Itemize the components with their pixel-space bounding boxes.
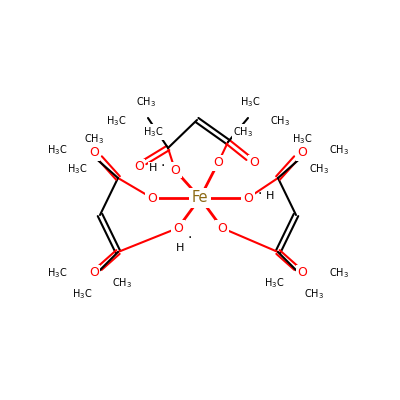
- Text: CH$_3$: CH$_3$: [84, 132, 104, 146]
- Text: O: O: [243, 192, 253, 204]
- Text: CH$_3$: CH$_3$: [233, 125, 253, 139]
- Text: CH$_3$: CH$_3$: [112, 276, 132, 290]
- Text: H$_3$C: H$_3$C: [67, 162, 87, 176]
- Text: H$_3$C: H$_3$C: [47, 143, 67, 157]
- Text: Fe: Fe: [192, 190, 208, 206]
- Text: O: O: [89, 266, 99, 280]
- Text: CH$_3$: CH$_3$: [309, 162, 329, 176]
- Text: O: O: [297, 146, 307, 160]
- Text: H: H: [266, 191, 274, 201]
- Text: CH$_3$: CH$_3$: [270, 114, 290, 128]
- Text: ·: ·: [188, 231, 192, 245]
- Text: H$_3$C: H$_3$C: [143, 125, 163, 139]
- Text: H$_3$C: H$_3$C: [106, 114, 126, 128]
- Text: CH$_3$: CH$_3$: [329, 143, 349, 157]
- Text: CH$_3$: CH$_3$: [329, 266, 349, 280]
- Text: H$_3$C: H$_3$C: [264, 276, 284, 290]
- Text: ·: ·: [258, 187, 262, 201]
- Text: O: O: [147, 192, 157, 204]
- Text: O: O: [249, 156, 259, 170]
- Text: CH$_3$: CH$_3$: [304, 287, 324, 301]
- Text: O: O: [170, 164, 180, 176]
- Text: H$_3$C: H$_3$C: [72, 287, 92, 301]
- Text: O: O: [173, 222, 183, 234]
- Text: H$_3$C: H$_3$C: [292, 132, 312, 146]
- Text: O: O: [217, 222, 227, 234]
- Text: O: O: [213, 156, 223, 170]
- Text: CH$_3$: CH$_3$: [136, 95, 156, 109]
- Text: H: H: [176, 243, 184, 253]
- Text: H$_3$C: H$_3$C: [47, 266, 67, 280]
- Text: O: O: [297, 266, 307, 280]
- Text: ·: ·: [161, 159, 165, 173]
- Text: O: O: [134, 160, 144, 174]
- Text: H$_3$C: H$_3$C: [240, 95, 260, 109]
- Text: H: H: [149, 163, 157, 173]
- Text: O: O: [89, 146, 99, 160]
